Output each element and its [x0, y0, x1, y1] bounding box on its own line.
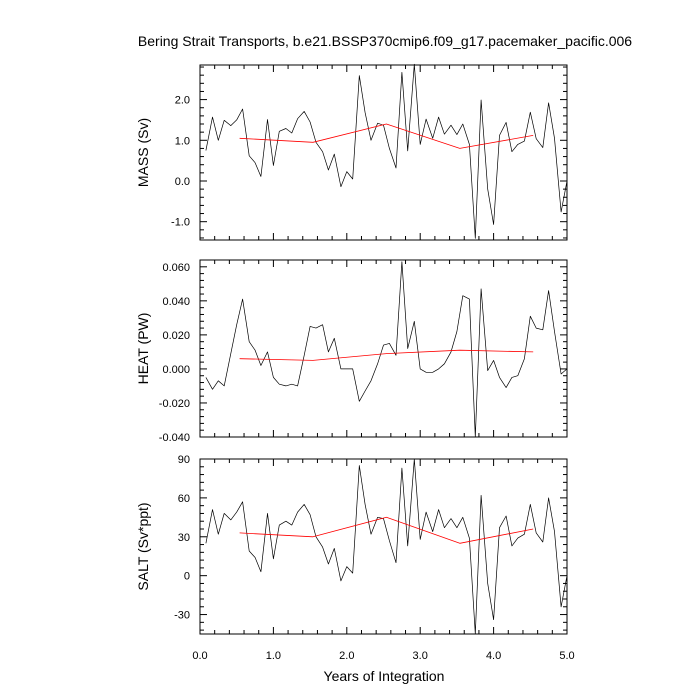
heat-monthly-line [205, 261, 568, 438]
heat-y-tick-label: 0.000 [162, 364, 190, 376]
heat-y-tick-label: 0.040 [162, 296, 190, 308]
mass-y-tick-label: 1.0 [175, 135, 190, 147]
salt-panel-frame [199, 458, 568, 635]
mass-y-axis-label: MASS (Sv) [135, 118, 151, 187]
x-tick-label: 3.0 [413, 650, 428, 662]
heat-y-tick-label: 0.060 [162, 262, 190, 274]
salt-annual-mean-line [239, 516, 534, 544]
salt-y-tick-label: 90 [178, 454, 190, 466]
x-tick-label: 5.0 [559, 650, 574, 662]
mass-monthly-line [205, 63, 568, 239]
mass-panel-frame [199, 64, 568, 241]
x-tick-label: 4.0 [486, 650, 501, 662]
heat-annual-mean-line [239, 349, 534, 361]
mass-y-tick-label: -1.0 [171, 217, 190, 229]
x-tick-label: 1.0 [266, 650, 281, 662]
salt-y-tick-label: 60 [178, 493, 190, 505]
salt-y-tick-label: 30 [178, 532, 190, 544]
x-tick-label: 0.0 [192, 650, 207, 662]
salt-y-tick-label: 0 [184, 571, 190, 583]
x-axis-label: Years of Integration [324, 668, 445, 684]
chart-title: Bering Strait Transports, b.e21.BSSP370c… [138, 33, 632, 49]
mass-y-tick-label: 2.0 [175, 95, 190, 107]
heat-y-tick-label: 0.020 [162, 330, 190, 342]
x-tick-label: 2.0 [339, 650, 354, 662]
heat-y-tick-label: -0.040 [159, 432, 190, 444]
salt-y-tick-label: -30 [174, 610, 190, 622]
salt-monthly-line [205, 458, 568, 635]
heat-y-axis-label: HEAT (PW) [135, 313, 151, 385]
heat-y-tick-label: -0.020 [159, 398, 190, 410]
salt-y-axis-label: SALT (Sv*ppt) [135, 502, 151, 590]
mass-annual-mean-line [239, 123, 534, 149]
mass-y-tick-label: 0.0 [175, 176, 190, 188]
heat-panel-frame [199, 259, 568, 438]
